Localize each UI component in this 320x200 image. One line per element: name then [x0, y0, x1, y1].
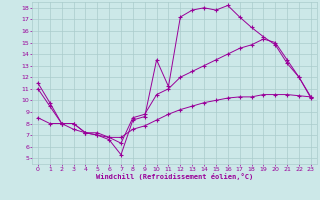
X-axis label: Windchill (Refroidissement éolien,°C): Windchill (Refroidissement éolien,°C): [96, 173, 253, 180]
